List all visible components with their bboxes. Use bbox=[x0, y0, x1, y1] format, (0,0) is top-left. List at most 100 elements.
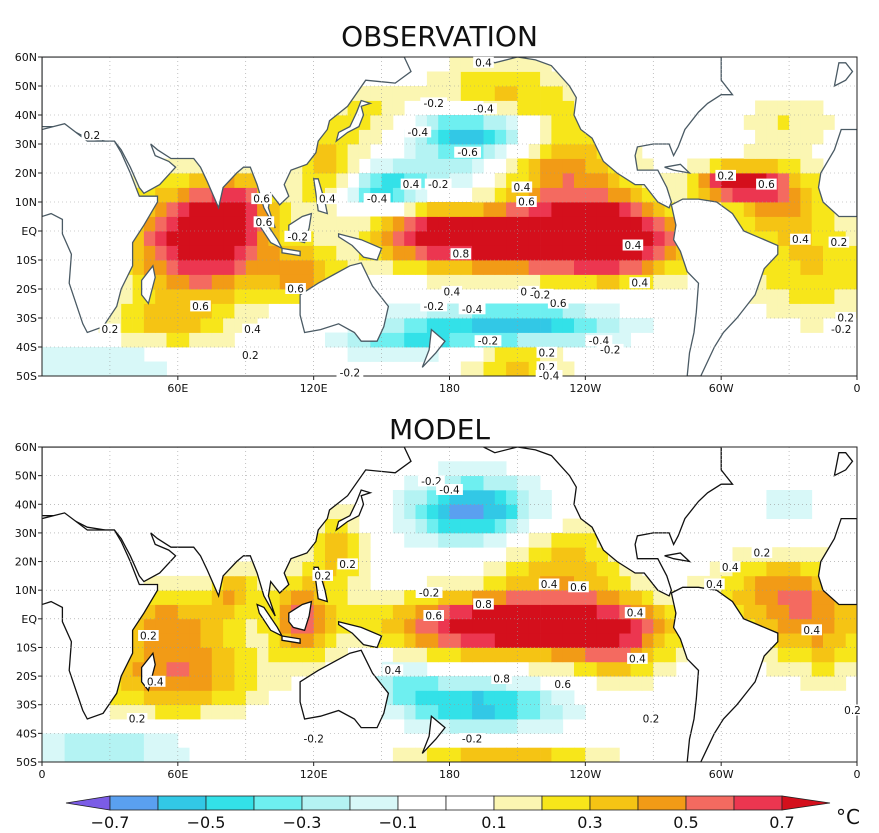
contour-label-bg bbox=[423, 610, 444, 621]
anomaly-cell bbox=[811, 647, 824, 663]
anomaly-cell bbox=[472, 274, 484, 290]
anomaly-cell bbox=[664, 202, 677, 217]
anomaly-cell bbox=[800, 590, 813, 605]
anomaly-cell bbox=[415, 532, 428, 548]
anomaly-cell bbox=[528, 260, 541, 275]
colorbar-tick-label: 0.7 bbox=[769, 813, 794, 832]
anomaly-cell bbox=[177, 260, 190, 275]
anomaly-cell bbox=[223, 202, 235, 217]
anomaly-cell bbox=[551, 361, 564, 376]
colorbar-segment bbox=[685, 795, 735, 811]
anomaly-cell bbox=[449, 475, 462, 491]
anomaly-cell bbox=[789, 504, 801, 520]
anomaly-cell bbox=[834, 604, 847, 620]
anomaly-cell bbox=[653, 647, 666, 663]
colorbar-segment bbox=[733, 795, 783, 811]
land-polygon bbox=[421, 328, 446, 368]
anomaly-cell bbox=[404, 604, 416, 620]
anomaly-cell bbox=[155, 274, 167, 290]
anomaly-cell bbox=[358, 144, 371, 159]
anomaly-cell bbox=[426, 129, 439, 145]
anomaly-cell bbox=[268, 289, 281, 304]
anomaly-cell bbox=[619, 173, 632, 188]
contour-label-bg bbox=[596, 343, 624, 355]
anomaly-cell bbox=[166, 216, 179, 232]
anomaly-cell bbox=[415, 115, 428, 130]
latitude-label: 10S bbox=[16, 254, 37, 267]
anomaly-cell bbox=[313, 633, 326, 648]
anomaly-cell bbox=[426, 86, 439, 101]
anomaly-cell bbox=[777, 144, 790, 159]
anomaly-cell bbox=[811, 590, 824, 605]
anomaly-cell bbox=[257, 231, 269, 246]
anomaly-cell bbox=[675, 187, 688, 203]
anomaly-cell bbox=[574, 173, 586, 188]
anomaly-cell bbox=[166, 173, 179, 188]
anomaly-cell bbox=[234, 575, 247, 591]
colorbar-tick-label: 0.1 bbox=[481, 813, 506, 832]
anomaly-cell bbox=[279, 289, 292, 304]
anomaly-cell bbox=[506, 676, 518, 691]
anomaly-cell bbox=[777, 661, 790, 677]
anomaly-cell bbox=[132, 260, 145, 275]
anomaly-cell bbox=[438, 115, 450, 130]
anomaly-cell bbox=[223, 575, 235, 591]
anomaly-cell bbox=[483, 690, 496, 706]
anomaly-cell bbox=[404, 633, 416, 648]
anomaly-cell bbox=[143, 747, 156, 762]
anomaly-cell bbox=[415, 518, 428, 534]
anomaly-cell bbox=[528, 604, 541, 620]
anomaly-cell bbox=[608, 216, 620, 232]
anomaly-cell bbox=[755, 575, 767, 591]
anomaly-cell bbox=[766, 661, 779, 677]
anomaly-cell bbox=[596, 173, 609, 188]
anomaly-cell bbox=[279, 661, 292, 677]
land-polygon bbox=[288, 600, 313, 632]
anomaly-cell bbox=[845, 303, 857, 319]
contour-label: -0.2 bbox=[428, 179, 449, 191]
anomaly-cell bbox=[483, 747, 496, 762]
anomaly-cell bbox=[506, 173, 518, 188]
anomaly-cell bbox=[845, 216, 857, 232]
anomaly-cell bbox=[121, 361, 133, 376]
anomaly-cell bbox=[619, 231, 632, 246]
land-polygon bbox=[833, 62, 854, 88]
anomaly-cell bbox=[528, 475, 541, 491]
latitude-label: 30N bbox=[15, 138, 37, 151]
anomaly-cell bbox=[177, 289, 190, 304]
anomaly-cell bbox=[223, 260, 235, 275]
anomaly-cell bbox=[664, 618, 677, 634]
anomaly-cell bbox=[551, 202, 564, 217]
anomaly-cell bbox=[460, 618, 473, 634]
anomaly-cell bbox=[449, 332, 462, 348]
anomaly-cell bbox=[279, 590, 292, 605]
anomaly-cell bbox=[528, 231, 541, 246]
anomaly-cell bbox=[98, 747, 111, 762]
latitude-label: 30S bbox=[16, 699, 37, 712]
contour-label-bg bbox=[240, 349, 261, 361]
anomaly-cell bbox=[641, 245, 654, 261]
anomaly-cell bbox=[177, 274, 190, 290]
anomaly-cell bbox=[675, 647, 688, 663]
anomaly-cell bbox=[551, 144, 564, 159]
contour-label-bg bbox=[470, 103, 497, 115]
anomaly-cell bbox=[358, 532, 371, 548]
longitude-label: 180 bbox=[439, 768, 460, 781]
anomaly-cell bbox=[619, 633, 632, 648]
anomaly-cell bbox=[381, 158, 394, 174]
anomaly-cell bbox=[449, 86, 462, 101]
anomaly-cell bbox=[313, 144, 326, 159]
latitude-label: 60N bbox=[15, 441, 37, 454]
anomaly-cell bbox=[483, 561, 496, 577]
anomaly-cell bbox=[245, 216, 258, 232]
anomaly-cell bbox=[540, 173, 552, 188]
anomaly-cell bbox=[528, 504, 541, 520]
land-polygon bbox=[335, 99, 373, 143]
anomaly-cell bbox=[336, 590, 349, 605]
anomaly-cell bbox=[811, 202, 824, 217]
anomaly-cell bbox=[302, 547, 315, 562]
contour-label-bg bbox=[420, 300, 448, 312]
anomaly-cell bbox=[245, 676, 258, 691]
anomaly-cell bbox=[834, 245, 847, 261]
anomaly-cell bbox=[483, 129, 496, 145]
